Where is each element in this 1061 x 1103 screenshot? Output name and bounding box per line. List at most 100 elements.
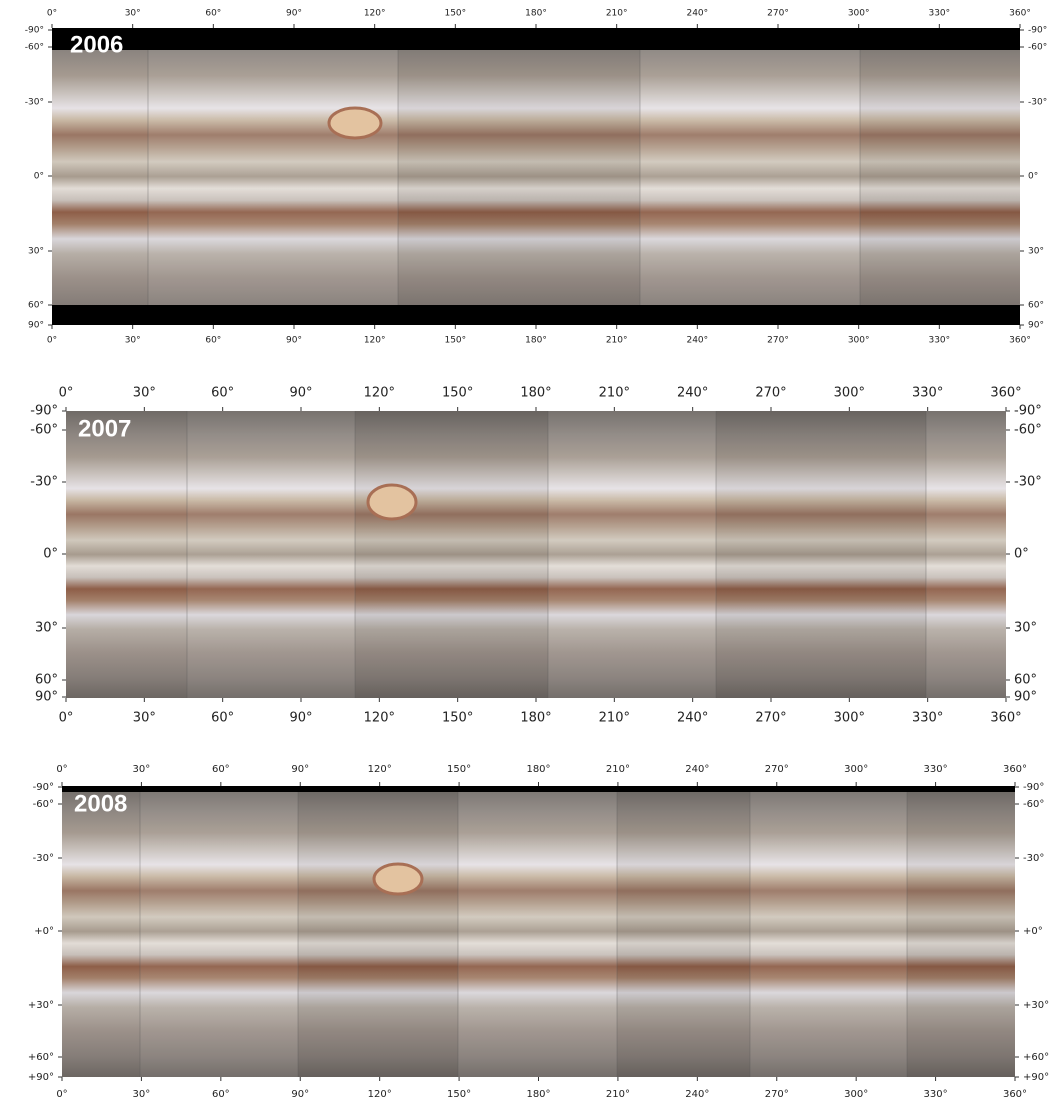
x-tick-label-bottom: 270° [755, 711, 786, 726]
x-tick-label-top: 90° [286, 9, 302, 19]
x-tick-label-bottom: 180° [525, 336, 547, 346]
mosaic-tile-shade [860, 28, 1020, 325]
x-tick-label-top: 0° [47, 9, 57, 19]
x-tick-label-top: 30° [125, 9, 141, 19]
x-tick-label-top: 210° [599, 386, 630, 401]
x-tick-label-bottom: 120° [368, 1089, 392, 1100]
x-tick-label-top: 150° [442, 386, 473, 401]
x-tick-label-bottom: 30° [125, 336, 141, 346]
x-tick-label-top: 330° [924, 764, 948, 775]
x-tick-label-top: 180° [525, 9, 547, 19]
x-tick-label-top: 240° [677, 386, 708, 401]
x-tick-label-bottom: 180° [520, 711, 551, 726]
x-tick-label-top: 60° [211, 386, 234, 401]
mosaic-tile-shade [750, 786, 907, 1077]
x-tick-label-bottom: 300° [848, 336, 870, 346]
x-tick-label-top: 90° [289, 386, 312, 401]
x-tick-label-top: 120° [368, 764, 392, 775]
x-tick-label-top: 60° [212, 764, 230, 775]
x-tick-label-bottom: 30° [133, 1089, 151, 1100]
x-tick-label-top: 300° [844, 764, 868, 775]
x-tick-label-top: 300° [848, 9, 870, 19]
y-tick-label-right: +30° [1023, 1000, 1049, 1011]
great-red-spot [374, 864, 422, 894]
x-tick-label-bottom: 150° [447, 1089, 471, 1100]
x-tick-label-top: 360° [1009, 9, 1031, 19]
y-tick-label-right: -60° [1014, 423, 1042, 438]
x-tick-label-top: 210° [606, 764, 630, 775]
y-tick-label-left: 90° [35, 690, 58, 705]
x-tick-label-bottom: 330° [928, 336, 950, 346]
y-tick-label-right: 0° [1028, 172, 1038, 182]
polar-mask [52, 28, 1020, 50]
y-tick-label-left: +30° [28, 1000, 54, 1011]
x-tick-label-bottom: 0° [59, 711, 74, 726]
x-tick-label-top: 240° [685, 764, 709, 775]
mosaic-tile-shade [148, 28, 398, 325]
x-tick-label-top: 270° [765, 764, 789, 775]
y-tick-label-right: 90° [1028, 321, 1044, 331]
y-tick-label-right: +60° [1023, 1052, 1049, 1063]
x-tick-label-top: 30° [133, 764, 151, 775]
x-tick-label-bottom: 210° [606, 336, 628, 346]
x-tick-label-top: 330° [912, 386, 943, 401]
x-tick-label-top: 360° [990, 386, 1021, 401]
y-tick-label-right: 60° [1028, 301, 1044, 311]
x-tick-label-bottom: 270° [767, 336, 789, 346]
x-tick-label-bottom: 120° [364, 711, 395, 726]
x-tick-label-bottom: 240° [685, 1089, 709, 1100]
y-tick-label-left: +90° [28, 1072, 54, 1083]
y-tick-label-left: 60° [28, 301, 44, 311]
x-tick-label-bottom: 30° [133, 711, 156, 726]
y-tick-label-left: 60° [35, 673, 58, 688]
y-tick-label-right: 30° [1028, 247, 1044, 257]
mosaic-tile-shade [398, 28, 640, 325]
y-tick-label-right: -60° [1028, 43, 1047, 53]
y-tick-label-right: 30° [1014, 621, 1037, 636]
x-tick-label-bottom: 180° [526, 1089, 550, 1100]
x-tick-label-top: 360° [1003, 764, 1027, 775]
y-tick-label-left: -90° [30, 404, 58, 419]
x-tick-label-bottom: 90° [286, 336, 302, 346]
x-tick-label-bottom: 0° [56, 1089, 67, 1100]
y-tick-label-right: -60° [1023, 799, 1044, 810]
x-tick-label-top: 180° [520, 386, 551, 401]
y-tick-label-right: +90° [1023, 1072, 1049, 1083]
mosaic-tile-shade [617, 786, 750, 1077]
year-label: 2008 [74, 790, 127, 817]
x-tick-label-bottom: 360° [1009, 336, 1031, 346]
y-tick-label-left: -90° [25, 26, 44, 36]
x-tick-label-top: 270° [767, 9, 789, 19]
x-tick-label-bottom: 150° [442, 711, 473, 726]
mosaic-tile-shade [640, 28, 860, 325]
x-tick-label-top: 240° [686, 9, 708, 19]
mosaic-tile-shade [140, 786, 298, 1077]
y-tick-label-left: -60° [30, 423, 58, 438]
x-tick-label-top: 270° [755, 386, 786, 401]
y-tick-label-right: -90° [1014, 404, 1042, 419]
y-tick-label-right: -30° [1028, 98, 1047, 108]
year-label: 2007 [78, 415, 131, 442]
y-tick-label-right: 0° [1014, 547, 1029, 562]
x-tick-label-bottom: 210° [606, 1089, 630, 1100]
great-red-spot [368, 485, 416, 519]
y-tick-label-right: -90° [1023, 782, 1044, 793]
y-tick-label-left: 0° [43, 547, 58, 562]
year-label: 2006 [70, 31, 123, 58]
polar-mask [52, 305, 1020, 325]
x-tick-label-bottom: 270° [765, 1089, 789, 1100]
y-tick-label-right: -30° [1014, 475, 1042, 490]
x-tick-label-bottom: 150° [444, 336, 466, 346]
x-tick-label-top: 120° [364, 386, 395, 401]
x-tick-label-bottom: 330° [912, 711, 943, 726]
x-tick-label-bottom: 60° [205, 336, 221, 346]
x-tick-label-top: 330° [928, 9, 950, 19]
y-tick-label-left: -30° [30, 475, 58, 490]
mosaic-tile-shade [716, 411, 926, 698]
x-tick-label-top: 180° [526, 764, 550, 775]
x-tick-label-top: 0° [59, 386, 74, 401]
x-tick-label-top: 90° [291, 764, 309, 775]
x-tick-label-top: 60° [205, 9, 221, 19]
mosaic-tile-shade [298, 786, 458, 1077]
x-tick-label-bottom: 90° [291, 1089, 309, 1100]
